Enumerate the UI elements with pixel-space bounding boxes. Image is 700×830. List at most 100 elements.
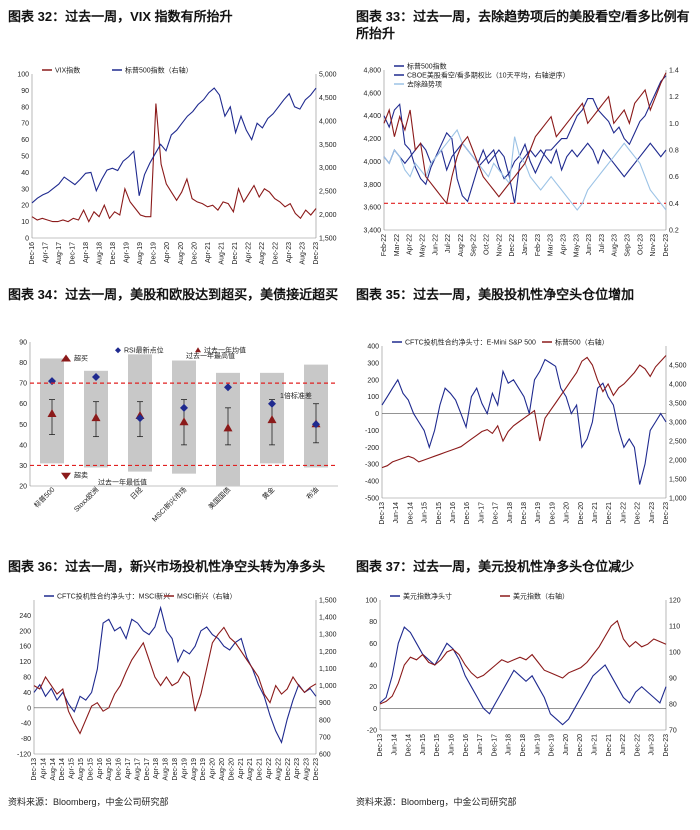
c35-ytick-left: 100 bbox=[367, 394, 379, 401]
c33-ytick-left: 3,800 bbox=[363, 182, 381, 189]
c32-ytick-right: 5,000 bbox=[319, 72, 337, 79]
c34-oversold-arrow bbox=[61, 472, 71, 480]
c35-ytick-left: -200 bbox=[365, 445, 379, 452]
c35-xtick: Jun-15 bbox=[422, 502, 429, 524]
c33-xtick: Dec-23 bbox=[663, 234, 670, 257]
c32-series-2 bbox=[31, 87, 317, 204]
c37-xtick: Jun-17 bbox=[477, 734, 484, 756]
c33-ytick-left: 3,400 bbox=[363, 228, 381, 235]
c33-ytick-right: 0.6 bbox=[669, 174, 679, 181]
c36-ytick-left: 40 bbox=[23, 690, 31, 697]
c33-xtick: Jul-22 bbox=[445, 234, 452, 253]
c32-ytick-right: 2,500 bbox=[319, 189, 337, 196]
c35-ytick-right: 3,000 bbox=[669, 420, 687, 427]
c35-xtick: Dec-22 bbox=[635, 502, 642, 525]
c37-ytick-left: 0 bbox=[373, 706, 377, 713]
c35-xtick: Dec-15 bbox=[436, 502, 443, 525]
c36-ytick-right: 600 bbox=[319, 752, 331, 759]
c32-ytick-left: 10 bbox=[21, 219, 29, 226]
c37-xtick: Dec-14 bbox=[406, 734, 413, 757]
c32-xtick: Aug-20 bbox=[178, 242, 185, 265]
c35-ytick-left: 400 bbox=[367, 344, 379, 351]
c37-xtick: Jun-22 bbox=[620, 734, 627, 756]
c37-ytick-left: 40 bbox=[369, 663, 377, 670]
c34-legend-high: 过去一年最高值 bbox=[186, 351, 235, 360]
c36-xtick: Dec-17 bbox=[144, 758, 151, 781]
c35-ytick-right: 3,500 bbox=[669, 401, 687, 408]
c32-xtick: Dec-17 bbox=[70, 242, 77, 265]
c35-xtick: Dec-18 bbox=[521, 502, 528, 525]
c37-xtick: Dec-15 bbox=[434, 734, 441, 757]
c33-xtick: Mar-23 bbox=[548, 234, 555, 256]
c36-xtick: Aug-14 bbox=[50, 758, 57, 781]
chart-36-svg: -120 -80 -40 0 40 80 120 160 200 240 600 700 800 900 1… bbox=[17, 592, 337, 781]
c32-ytick-left: 60 bbox=[21, 137, 29, 144]
c33-xtick: Feb-22 bbox=[381, 234, 388, 256]
c32-xtick: Apr-18 bbox=[83, 242, 90, 263]
c32-legend-label-2: 标普500指数（右轴） bbox=[125, 66, 193, 75]
c35-ytick-right: 2,000 bbox=[669, 458, 687, 465]
c37-xtick: Dec-16 bbox=[463, 734, 470, 757]
c32-xtick: Apr-23 bbox=[286, 242, 293, 263]
c36-xtick: Dec-23 bbox=[313, 758, 320, 781]
c32-xtick: Dec-20 bbox=[191, 242, 198, 265]
chart-32-title: 图表 32：过去一周，VIX 指数有所抬升 bbox=[8, 9, 233, 24]
c33-xtick: Nov-22 bbox=[496, 234, 503, 257]
c36-ytick-right: 1,100 bbox=[319, 666, 337, 673]
c36-ytick-left: -120 bbox=[17, 752, 31, 759]
c33-xtick: Aug-22 bbox=[458, 234, 465, 257]
c36-xtick: Aug-19 bbox=[191, 758, 198, 781]
c37-xtick: Dec-22 bbox=[634, 734, 641, 757]
c34-rsi-marker bbox=[268, 399, 276, 408]
c37-series-1 bbox=[379, 626, 667, 726]
c37-xtick: Dec-18 bbox=[520, 734, 527, 757]
c32-ytick-right: 4,500 bbox=[319, 95, 337, 102]
c35-xtick: Dec-14 bbox=[407, 502, 414, 525]
c37-xtick: Jun-23 bbox=[649, 734, 656, 756]
c36-xtick: Dec-21 bbox=[257, 758, 264, 781]
c34-oversold-label: 超卖 bbox=[74, 471, 88, 480]
c32-ytick-left: 20 bbox=[21, 203, 29, 210]
c36-xtick: Aug-17 bbox=[134, 758, 141, 781]
c32-ytick-left: 30 bbox=[21, 186, 29, 193]
c37-xtick: Dec-21 bbox=[606, 734, 613, 757]
c36-xtick: Apr-21 bbox=[238, 758, 245, 779]
c34-rsi-marker bbox=[312, 420, 320, 429]
c34-xtick: 黄金 bbox=[260, 485, 276, 501]
c37-xtick: Jun-15 bbox=[420, 734, 427, 756]
c32-ytick-right: 3,000 bbox=[319, 165, 337, 172]
c36-xtick: Apr-17 bbox=[125, 758, 132, 779]
c37-series-2 bbox=[379, 619, 667, 705]
panel-chart-37: 图表 37：过去一周，美元投机性净多头仓位减少 -20 0 20 40 60 80 100 7… bbox=[356, 558, 700, 830]
c35-xtick: Jun-17 bbox=[478, 502, 485, 524]
c34-ytick: 80 bbox=[19, 360, 27, 367]
c32-xtick: Aug-18 bbox=[97, 242, 104, 265]
c32-xtick: Apr-17 bbox=[43, 242, 50, 263]
c37-ytick-right: 80 bbox=[669, 702, 677, 709]
c37-ytick-left: 60 bbox=[369, 641, 377, 648]
c33-xtick: Sep-23 bbox=[625, 234, 632, 257]
c36-ytick-left: 120 bbox=[19, 659, 31, 666]
panel-chart-33: 图表 33：过去一周，去除趋势项后的美股看空/看多比例有所抬升 3,400 3,6… bbox=[356, 8, 700, 280]
c37-legend-label-2: 美元指数（右轴） bbox=[513, 592, 569, 601]
c37-xtick: Jun-16 bbox=[449, 734, 456, 756]
c32-legend-label-1: VIX指数 bbox=[55, 66, 80, 75]
c34-rsi-marker bbox=[136, 414, 144, 423]
c35-xtick: Dec-23 bbox=[663, 502, 670, 525]
c32-ytick-right: 4,000 bbox=[319, 118, 337, 125]
c36-xtick: Apr-19 bbox=[181, 758, 188, 779]
c35-xtick: Jun-21 bbox=[592, 502, 599, 524]
chart-36-title: 图表 36：过去一周，新兴市场投机性净空头转为净多头 bbox=[8, 559, 326, 574]
chart-37-title: 图表 37：过去一周，美元投机性净多头仓位减少 bbox=[356, 559, 635, 574]
c35-ytick-right: 1,000 bbox=[669, 496, 687, 503]
c35-xtick: Jun-16 bbox=[450, 502, 457, 524]
panel-chart-36: 图表 36：过去一周，新兴市场投机性净空头转为净多头 -120 -80 -40 0 40… bbox=[8, 558, 356, 830]
c34-avg-marker bbox=[47, 409, 57, 417]
c34-rsi-marker bbox=[92, 372, 100, 381]
c35-ytick-right: 2,500 bbox=[669, 439, 687, 446]
c33-ytick-left: 4,200 bbox=[363, 136, 381, 143]
c37-xtick: Jun-18 bbox=[506, 734, 513, 756]
c35-xtick: Jun-20 bbox=[564, 502, 571, 524]
c33-series-1 bbox=[383, 75, 667, 203]
c35-ytick-right: 4,500 bbox=[669, 363, 687, 370]
